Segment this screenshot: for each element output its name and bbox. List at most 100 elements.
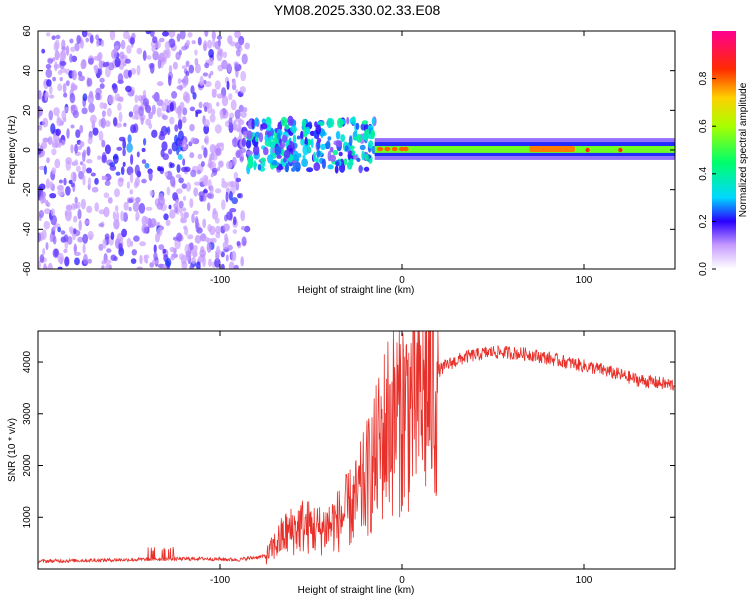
spectrogram-cell — [76, 165, 81, 173]
spectrogram-cell — [69, 93, 76, 104]
spectrogram-cell — [51, 148, 57, 156]
spectrogram-cell — [346, 116, 350, 125]
spectrogram-cell — [209, 184, 214, 195]
spectrogram-cell — [307, 140, 312, 145]
spectrogram-cell — [277, 132, 281, 140]
spectrogram-cell — [177, 119, 183, 130]
y-tick-label: 1000 — [22, 506, 33, 529]
spectrogram-cell — [95, 92, 101, 101]
spectrogram-cell — [148, 170, 153, 182]
spectrogram-cell — [53, 107, 60, 117]
spectrogram-cell — [340, 134, 346, 143]
spectrogram-cell — [55, 128, 61, 136]
spectrogram-cell — [78, 219, 82, 231]
spectrogram-cell — [166, 186, 171, 196]
spectrogram-cell — [114, 205, 119, 212]
spectrogram-cell — [112, 211, 117, 221]
spectrogram-cell — [168, 31, 176, 38]
snr-frame — [37, 330, 676, 570]
spectrogram-cell — [228, 117, 233, 127]
spectrogram-cell — [151, 45, 156, 53]
spectrogram-cell — [352, 154, 358, 160]
spectrogram-cell — [215, 188, 222, 194]
x-tick-label: 100 — [576, 275, 593, 286]
spectrogram-cell — [100, 39, 105, 47]
spectrogram-cell — [66, 208, 72, 219]
spectrogram-cell — [168, 65, 173, 74]
spectrogram-cell — [105, 120, 111, 127]
spectrogram-cell — [358, 165, 363, 174]
spectrogram-cell — [305, 126, 311, 135]
spectrogram-cell — [235, 41, 242, 50]
spectrogram-cell — [116, 96, 124, 102]
spectrogram-cell — [92, 127, 99, 136]
spectrogram-cell — [133, 104, 140, 116]
spectrogram-cell — [38, 147, 42, 155]
carrier-peak — [529, 146, 575, 152]
spectrogram-cell — [181, 166, 188, 172]
spectrogram-cell — [177, 78, 182, 85]
spectrogram-cell — [263, 147, 269, 156]
spectrogram-cell — [215, 232, 221, 239]
spectrogram-cell — [129, 189, 134, 195]
spectrogram-cell — [207, 202, 211, 212]
spectrogram-cell — [101, 265, 105, 269]
spectrogram-cell — [228, 93, 233, 101]
spectrogram-cell — [301, 158, 308, 168]
spectrogram-cell — [207, 39, 213, 49]
spectrogram-cell — [189, 242, 194, 251]
spectrogram-cell — [189, 152, 195, 159]
spectrogram-cell — [51, 35, 56, 40]
spectrogram-cell — [221, 181, 229, 189]
spectrogram-cell — [123, 201, 129, 211]
spectrogram-cell — [194, 216, 199, 226]
spectrogram-cell — [204, 106, 208, 113]
spectrogram-cell — [86, 77, 93, 87]
spectrogram-cell — [41, 229, 47, 241]
spectrogram-cell — [57, 252, 64, 264]
spectrogram-cell — [215, 147, 222, 156]
spectrogram-cell — [118, 177, 124, 182]
spectrogram-cell — [57, 266, 63, 269]
spectrogram-cell — [226, 211, 233, 221]
spectrogram-cell — [65, 80, 70, 87]
spectrogram-cell — [74, 196, 78, 204]
spectrogram-cell — [332, 149, 339, 156]
spectrogram-cell — [317, 137, 322, 144]
spectrogram-cell — [52, 57, 56, 62]
spectrogram-cell — [98, 209, 106, 215]
spectrogram-cell — [164, 171, 169, 177]
spectrogram-cell — [69, 53, 73, 63]
spectrogram-cell — [101, 154, 107, 164]
spectrogram-cell — [177, 130, 184, 142]
spectrogram-cell — [363, 166, 370, 172]
spectrogram-cell — [296, 135, 301, 140]
spectrogram-cell — [174, 124, 179, 132]
spectrogram-cell — [178, 200, 184, 209]
spectrogram-cell — [81, 31, 88, 38]
spectrogram-cell — [130, 258, 137, 264]
spectrogram-cell — [80, 198, 86, 210]
spectrogram-cell — [182, 139, 187, 151]
spectrogram-cell — [127, 69, 132, 78]
spectrogram-cell — [105, 263, 112, 269]
spectrogram-cell — [57, 70, 63, 75]
spectrogram-cell — [151, 94, 158, 100]
spectrogram-cell — [246, 130, 253, 140]
spectrogram-cell — [108, 62, 115, 71]
spectrogram-cell — [70, 182, 75, 188]
spectrogram-cell — [149, 63, 155, 74]
spectrogram-cell — [314, 121, 318, 128]
spectrogram-cell — [335, 140, 343, 148]
spectrogram-cell — [77, 146, 82, 150]
spectrogram-cell — [107, 94, 115, 105]
spectrogram-cell — [87, 93, 95, 104]
spectrogram-cell — [79, 161, 84, 166]
spectrogram-cell — [228, 261, 235, 269]
spectrogram-cell — [230, 180, 236, 188]
spectrogram-cell — [69, 38, 74, 44]
spectrogram-cell — [300, 138, 305, 146]
spectrogram-cell — [216, 101, 220, 107]
spectrogram-cell — [120, 39, 126, 50]
spectrogram-cell — [151, 129, 158, 138]
